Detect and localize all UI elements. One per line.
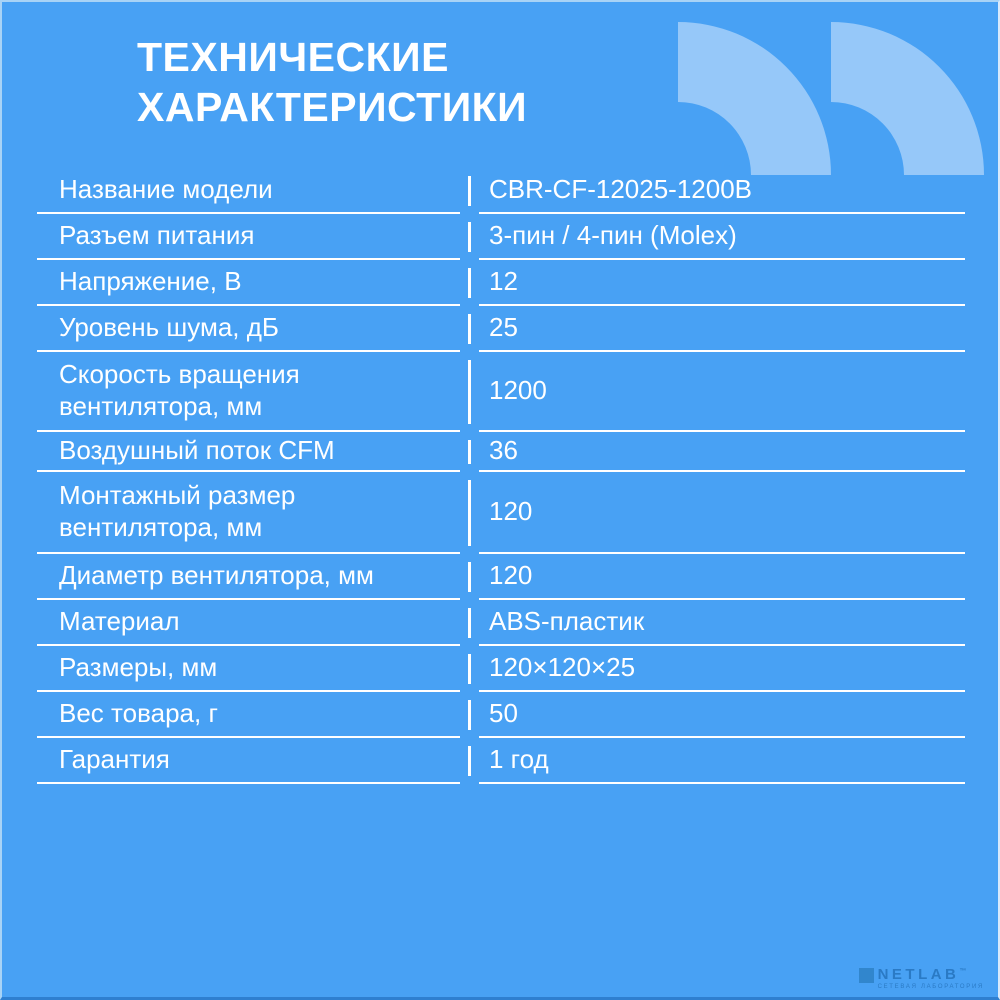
column-divider [460, 260, 479, 306]
spec-value-cell: ABS-пластик [479, 600, 965, 646]
spec-value-cell: 25 [479, 306, 965, 352]
divider-bar [468, 176, 471, 206]
column-divider [460, 692, 479, 738]
spec-table: Название модели CBR-CF-12025-1200B Разъе… [37, 168, 965, 784]
spec-label: Материал [59, 605, 180, 636]
column-divider [460, 738, 479, 784]
spec-row: Разъем питания 3-пин / 4-пин (Molex) [37, 214, 965, 260]
spec-label-cell: Диаметр вентилятора, мм [37, 554, 460, 600]
netlab-tagline: СЕТЕВАЯ ЛАБОРАТОРИЯ [877, 984, 984, 990]
spec-label: Скорость вращения вентилятора, мм [59, 358, 300, 422]
divider-bar [468, 440, 471, 464]
spec-label: Напряжение, В [59, 265, 242, 296]
spec-label: Размеры, мм [59, 651, 218, 682]
spec-value: 50 [489, 697, 518, 728]
page-title-line2: ХАРАКТЕРИСТИКИ [137, 84, 528, 131]
spec-label: Воздушный поток CFM [59, 434, 335, 465]
divider-bar [468, 654, 471, 684]
spec-value: 1200 [489, 374, 547, 405]
column-divider [460, 306, 479, 352]
divider-bar [468, 480, 471, 546]
divider-bar [468, 314, 471, 344]
spec-row: Скорость вращения вентилятора, мм 1200 [37, 352, 965, 432]
spec-label-cell: Разъем питания [37, 214, 460, 260]
spec-value: 3-пин / 4-пин (Molex) [489, 219, 737, 250]
spec-label-cell: Вес товара, г [37, 692, 460, 738]
divider-bar [468, 360, 471, 424]
spec-value: ABS-пластик [489, 605, 645, 636]
spec-label-cell: Монтажный размер вентилятора, мм [37, 472, 460, 554]
spec-row: Гарантия 1 год [37, 738, 965, 784]
page-title: ТЕХНИЧЕСКИЕ ХАРАКТЕРИСТИКИ [137, 32, 527, 132]
column-divider [460, 600, 479, 646]
spec-value-cell: 12 [479, 260, 965, 306]
column-divider [460, 168, 479, 214]
spec-label-cell: Уровень шума, дБ [37, 306, 460, 352]
spec-row: Напряжение, В 12 [37, 260, 965, 306]
trademark-symbol: ™ [959, 968, 967, 975]
spec-label: Название модели [59, 173, 273, 204]
spec-value: 12 [489, 265, 518, 296]
spec-label-cell: Напряжение, В [37, 260, 460, 306]
netlab-logo-text: NETLAB™ СЕТЕВАЯ ЛАБОРАТОРИЯ [878, 967, 984, 990]
spec-label-cell: Размеры, мм [37, 646, 460, 692]
spec-row: Уровень шума, дБ 25 [37, 306, 965, 352]
column-divider [460, 432, 479, 472]
spec-value-cell: 50 [479, 692, 965, 738]
page-title-line1: ТЕХНИЧЕСКИЕ [137, 34, 449, 80]
spec-label-cell: Воздушный поток CFM [37, 432, 460, 472]
column-divider [460, 646, 479, 692]
spec-row: Название модели CBR-CF-12025-1200B [37, 168, 965, 214]
netlab-logo-square [858, 968, 874, 983]
spec-value-cell: 36 [479, 432, 965, 472]
spec-value: 120 [489, 559, 533, 590]
spec-value-cell: 120 [479, 554, 965, 600]
spec-label: Монтажный размер вентилятора, мм [59, 479, 296, 543]
column-divider [460, 214, 479, 260]
spec-label-cell: Скорость вращения вентилятора, мм [37, 352, 460, 432]
quote-marks-icon [678, 22, 984, 175]
spec-label-cell: Гарантия [37, 738, 460, 784]
spec-row: Размеры, мм 120×120×25 [37, 646, 965, 692]
spec-label-cell: Название модели [37, 168, 460, 214]
divider-bar [468, 746, 471, 776]
spec-value-cell: 120×120×25 [479, 646, 965, 692]
spec-label: Уровень шума, дБ [59, 311, 279, 342]
spec-row: Воздушный поток CFM 36 [37, 432, 965, 472]
spec-value: 120×120×25 [489, 651, 636, 682]
spec-value: 1 год [489, 743, 549, 774]
divider-bar [468, 268, 471, 298]
spec-value: CBR-CF-12025-1200B [489, 173, 753, 204]
spec-value-cell: 120 [479, 472, 965, 554]
spec-value-cell: 3-пин / 4-пин (Molex) [479, 214, 965, 260]
divider-bar [468, 222, 471, 252]
spec-value: 36 [489, 434, 518, 465]
spec-value: 25 [489, 311, 518, 342]
divider-bar [468, 562, 471, 592]
netlab-wordmark: NETLAB [877, 966, 960, 983]
spec-value-cell: 1 год [479, 738, 965, 784]
spec-label-cell: Материал [37, 600, 460, 646]
spec-label: Диаметр вентилятора, мм [59, 559, 374, 590]
divider-bar [468, 700, 471, 730]
netlab-logo: NETLAB™ СЕТЕВАЯ ЛАБОРАТОРИЯ [858, 967, 984, 990]
column-divider [460, 554, 479, 600]
spec-label: Вес товара, г [59, 697, 218, 728]
netlab-brand-name: NETLAB™ [878, 967, 984, 982]
column-divider [460, 472, 479, 554]
spec-row: Монтажный размер вентилятора, мм 120 [37, 472, 965, 554]
spec-value-cell: CBR-CF-12025-1200B [479, 168, 965, 214]
spec-row: Вес товара, г 50 [37, 692, 965, 738]
spec-row: Диаметр вентилятора, мм 120 [37, 554, 965, 600]
spec-label: Гарантия [59, 743, 170, 774]
spec-label: Разъем питания [59, 219, 255, 250]
divider-bar [468, 608, 471, 638]
spec-row: Материал ABS-пластик [37, 600, 965, 646]
column-divider [460, 352, 479, 432]
spec-value-cell: 1200 [479, 352, 965, 432]
spec-value: 120 [489, 495, 533, 526]
